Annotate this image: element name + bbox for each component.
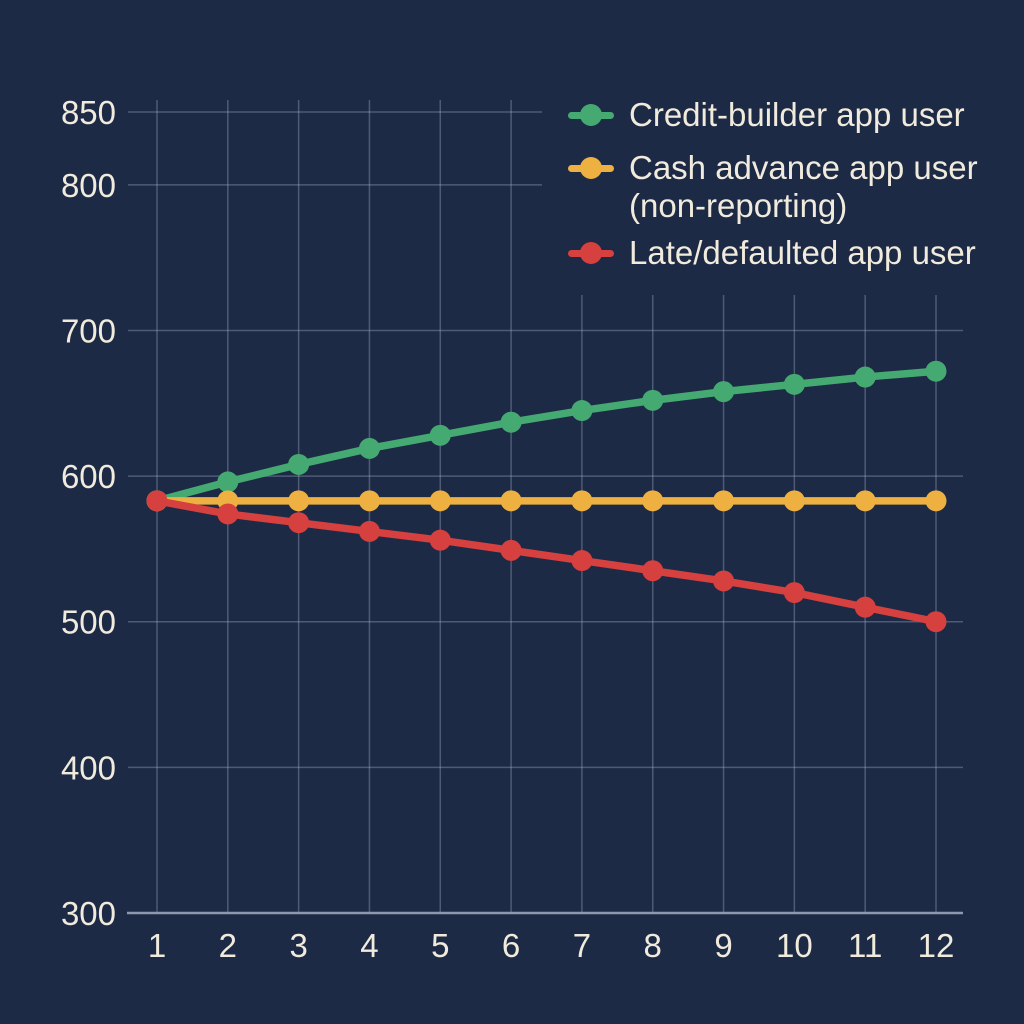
data-point [854, 596, 876, 618]
x-tick-label: 8 [644, 927, 662, 964]
data-point [500, 490, 522, 512]
data-point [925, 611, 947, 633]
y-tick-label: 300 [61, 895, 116, 932]
data-point [642, 490, 664, 512]
data-point [288, 512, 310, 534]
series-2 [146, 490, 947, 633]
data-point [642, 560, 664, 582]
x-tick-label: 1 [148, 927, 166, 964]
y-tick-label: 600 [61, 458, 116, 495]
series-line [153, 497, 940, 626]
data-point [217, 471, 239, 493]
data-point [358, 490, 380, 512]
y-axis-labels: 850 800 700 600 500 400 300 [61, 94, 116, 932]
data-point [429, 490, 451, 512]
data-point [500, 539, 522, 561]
series-0 [146, 360, 947, 512]
data-point [288, 490, 310, 512]
data-point [783, 373, 805, 395]
data-point [500, 411, 522, 433]
x-tick-label: 7 [573, 927, 591, 964]
series-1 [146, 490, 947, 512]
data-point [783, 490, 805, 512]
data-point [571, 400, 593, 422]
data-point [713, 570, 735, 592]
data-point [713, 490, 735, 512]
series-line [153, 367, 940, 505]
data-point [925, 490, 947, 512]
data-point [217, 503, 239, 525]
x-tick-label: 9 [714, 927, 732, 964]
y-tick-label: 850 [61, 94, 116, 131]
y-tick-label: 800 [61, 167, 116, 204]
data-point [429, 424, 451, 446]
data-point [571, 550, 593, 572]
x-tick-label: 12 [918, 927, 955, 964]
x-tick-label: 2 [219, 927, 237, 964]
data-point [854, 366, 876, 388]
y-tick-label: 700 [61, 312, 116, 349]
grid [128, 100, 963, 913]
data-point [288, 453, 310, 475]
data-point [854, 490, 876, 512]
data-point [783, 582, 805, 604]
y-tick-label: 400 [61, 749, 116, 786]
data-point [429, 529, 451, 551]
y-tick-label: 500 [61, 604, 116, 641]
x-tick-label: 6 [502, 927, 520, 964]
data-point [146, 490, 168, 512]
x-tick-label: 11 [848, 927, 882, 964]
data-point [358, 520, 380, 542]
x-tick-label: 3 [289, 927, 307, 964]
x-axis-labels: 1 2 3 4 5 6 7 8 9 10 11 12 [148, 927, 955, 964]
data-point [925, 360, 947, 382]
data-point [713, 381, 735, 403]
data-point [642, 389, 664, 411]
data-point [358, 437, 380, 459]
data-point [571, 490, 593, 512]
x-tick-label: 4 [360, 927, 378, 964]
x-tick-label: 10 [776, 927, 813, 964]
x-tick-label: 5 [431, 927, 449, 964]
